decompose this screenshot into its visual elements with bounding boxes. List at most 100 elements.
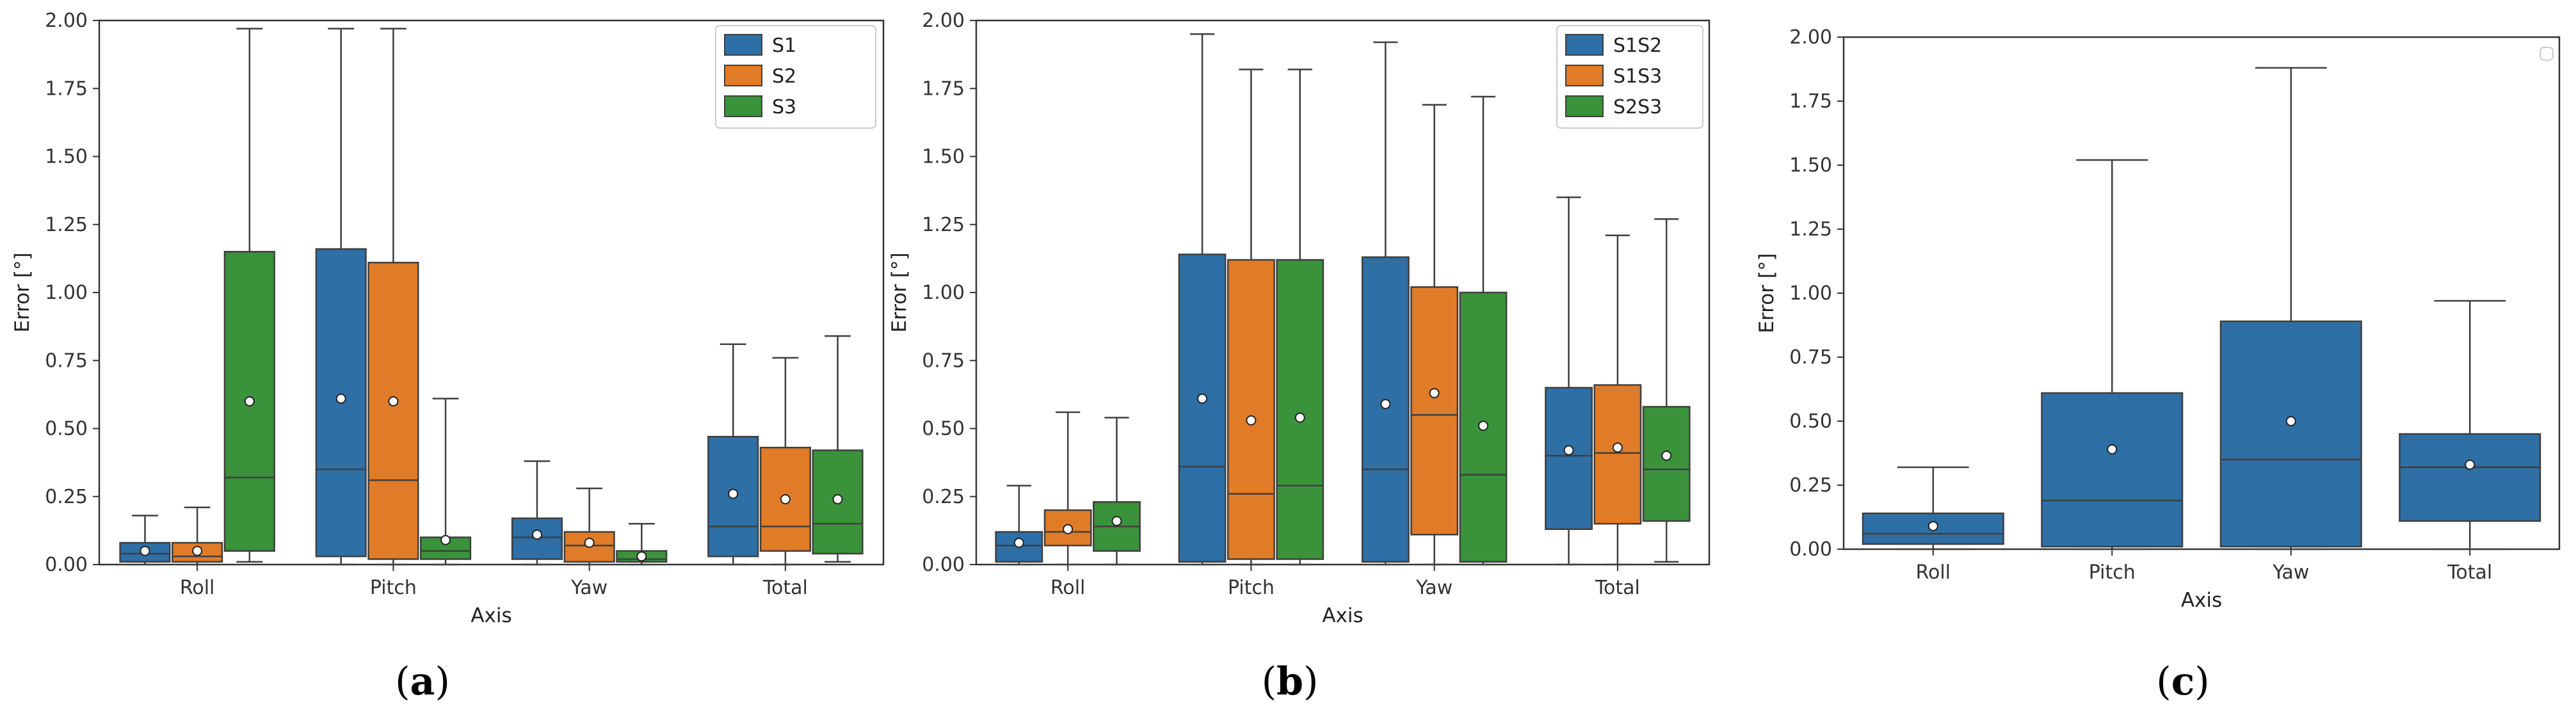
mean-marker bbox=[2285, 416, 2296, 426]
y-tick-label: 0.75 bbox=[922, 349, 965, 372]
y-tick-label: 1.50 bbox=[1789, 154, 1832, 177]
legend-label: S1S3 bbox=[1613, 65, 1662, 88]
mean-marker bbox=[1563, 445, 1574, 456]
box-S3-Roll bbox=[223, 28, 275, 563]
mean-marker bbox=[244, 396, 255, 406]
x-tick-label: Total bbox=[1595, 577, 1640, 599]
mean-marker bbox=[140, 545, 150, 556]
box-S1S2-Pitch bbox=[1178, 33, 1227, 566]
panel-b: 0.00 0.25 0.50 0.75 1.00 1.25 1.50 1.75 2.00 Roll… bbox=[888, 10, 1711, 704]
mean-marker bbox=[832, 494, 843, 504]
box-iqr bbox=[1545, 387, 1593, 530]
y-tick-label: 1.50 bbox=[922, 146, 965, 168]
legend: S1S2 S1S3 S2S3 bbox=[1556, 25, 1703, 129]
caption-close-paren: ) bbox=[2194, 659, 2209, 704]
box-iqr bbox=[1642, 406, 1691, 522]
box-S1S3-Pitch bbox=[1227, 68, 1275, 566]
legend-label: S1 bbox=[772, 35, 796, 57]
caption-open-paren: ( bbox=[2156, 659, 2171, 704]
mean-marker bbox=[636, 551, 647, 562]
box-iqr bbox=[2399, 433, 2541, 522]
y-tick-label: 1.75 bbox=[1789, 90, 1832, 113]
x-axis-label: Axis bbox=[2181, 589, 2222, 612]
y-tick-label: 2.00 bbox=[922, 10, 965, 32]
box-S2-Roll bbox=[172, 506, 223, 566]
panel-a: 0.00 0.25 0.50 0.75 1.00 1.25 1.50 1.75 2.00 Roll… bbox=[11, 10, 885, 704]
y-tick-label: 1.00 bbox=[1789, 282, 1832, 305]
box-S1S3-Total bbox=[1593, 234, 1642, 566]
x-tick-label: Total bbox=[762, 577, 808, 599]
mean-marker bbox=[1294, 412, 1305, 423]
x-axis-label: Axis bbox=[1322, 604, 1363, 627]
panel-c: 0.00 0.25 0.50 0.75 1.00 1.25 1.50 1.75 2.00 Roll… bbox=[1755, 26, 2561, 704]
box-iqr bbox=[1410, 286, 1459, 536]
legend bbox=[2540, 47, 2554, 61]
x-tick-label: Yaw bbox=[2272, 561, 2309, 584]
mean-marker bbox=[728, 488, 739, 499]
mean-marker bbox=[2465, 460, 2475, 470]
mean-marker bbox=[1197, 393, 1208, 404]
box-S2-Pitch bbox=[367, 28, 419, 566]
box-iqr bbox=[2041, 392, 2184, 548]
mean-marker bbox=[1246, 415, 1257, 426]
box-iqr bbox=[1593, 384, 1642, 525]
mean-marker bbox=[1013, 538, 1024, 548]
y-tick-label: 2.00 bbox=[45, 10, 88, 32]
y-tick-label: 2.00 bbox=[1789, 26, 1832, 49]
box-iqr bbox=[1276, 259, 1324, 560]
legend-swatch bbox=[724, 65, 762, 86]
y-tick-label: 0.00 bbox=[1789, 538, 1832, 561]
box-S1S3-Yaw bbox=[1410, 104, 1459, 566]
box-iqr bbox=[511, 517, 563, 560]
y-tick-label: 1.00 bbox=[45, 282, 88, 304]
mean-marker bbox=[335, 393, 346, 404]
x-tick-label: Pitch bbox=[2089, 561, 2136, 584]
y-tick-label: 1.75 bbox=[922, 77, 965, 100]
y-tick-label: 0.75 bbox=[1789, 346, 1832, 369]
caption-open-paren: ( bbox=[1262, 659, 1276, 704]
mean-marker bbox=[1477, 421, 1488, 431]
box-iqr bbox=[367, 262, 419, 560]
y-tick-label: 0.25 bbox=[922, 486, 965, 508]
y-tick-label: 1.25 bbox=[45, 214, 88, 236]
box-series-Total bbox=[2399, 300, 2541, 550]
y-tick-label: 0.75 bbox=[45, 349, 88, 372]
box-series-Pitch bbox=[2041, 159, 2184, 550]
legend-swatch bbox=[1565, 95, 1604, 117]
panel-caption: (a) bbox=[395, 659, 450, 704]
box-S1-Total bbox=[707, 343, 759, 566]
box-S2S3-Yaw bbox=[1459, 95, 1508, 566]
legend-label: S1S2 bbox=[1613, 35, 1662, 57]
mean-marker bbox=[1612, 442, 1623, 453]
x-axis-label: Axis bbox=[471, 604, 511, 627]
legend-swatch bbox=[1565, 65, 1604, 86]
y-tick-label: 0.25 bbox=[45, 486, 88, 508]
y-tick-label: 0.50 bbox=[922, 418, 965, 440]
caption-letter: a bbox=[410, 659, 435, 704]
box-S3-Yaw bbox=[616, 523, 668, 566]
y-tick-label: 0.50 bbox=[1789, 410, 1832, 433]
mean-marker bbox=[1928, 521, 1938, 531]
legend-swatch bbox=[724, 95, 762, 117]
mean-marker bbox=[192, 545, 203, 556]
x-tick-label: Roll bbox=[1051, 577, 1086, 599]
y-axis-label: Error [°] bbox=[1755, 253, 1778, 333]
box-iqr bbox=[1227, 259, 1275, 560]
box-iqr bbox=[1178, 253, 1227, 563]
box-S1-Pitch bbox=[315, 28, 367, 566]
mean-marker bbox=[1380, 399, 1391, 410]
box-S1S2-Yaw bbox=[1361, 41, 1410, 566]
box-iqr bbox=[2219, 320, 2362, 548]
box-S1S3-Roll bbox=[1043, 411, 1092, 566]
x-tick-label: Total bbox=[2447, 561, 2492, 584]
box-S1-Roll bbox=[119, 515, 171, 566]
mean-marker bbox=[780, 494, 791, 504]
box-S1S2-Total bbox=[1545, 197, 1593, 566]
box-S3-Total bbox=[812, 335, 864, 563]
y-axis-label: Error [°] bbox=[888, 252, 911, 332]
box-iqr bbox=[1361, 256, 1410, 563]
x-tick-label: Yaw bbox=[570, 577, 608, 599]
box-S1S2-Roll bbox=[995, 485, 1043, 566]
mean-marker bbox=[1111, 516, 1122, 526]
